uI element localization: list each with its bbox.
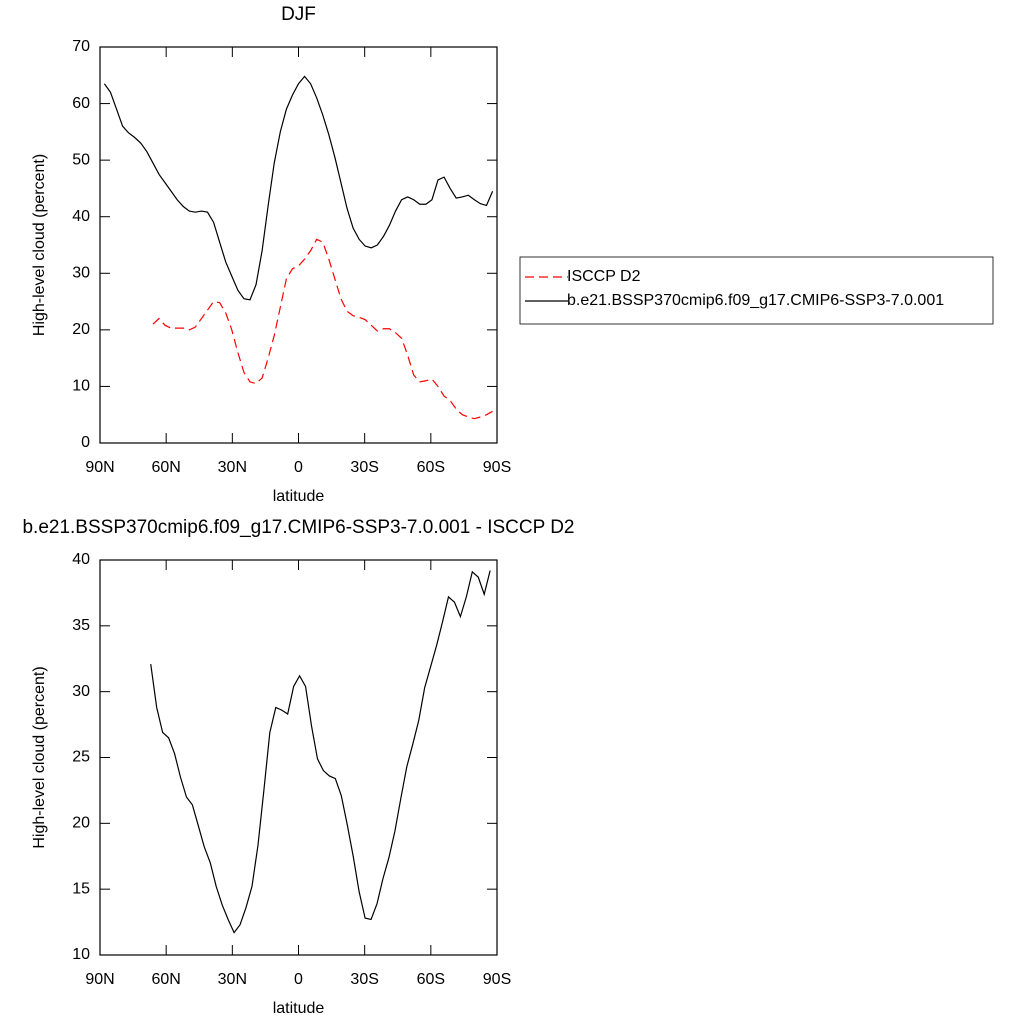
chart-title: b.e21.BSSP370cmip6.f09_g17.CMIP6-SSP3-7.… (22, 517, 574, 538)
data-line (103, 75, 494, 301)
x-axis-label: latitude (273, 488, 325, 505)
x-tick-label: 60S (417, 971, 445, 988)
x-axis-label: latitude (273, 1000, 325, 1017)
legend-frame (519, 256, 994, 325)
y-axis-label: High-level cloud (percent) (31, 666, 48, 848)
y-tick-label: 20 (72, 321, 90, 338)
x-tick-label: 60N (151, 971, 180, 988)
x-tick-label: 0 (294, 971, 303, 988)
plot-frame (99, 559, 498, 956)
x-tick-label: 30S (350, 971, 378, 988)
y-tick-label: 20 (72, 815, 90, 832)
chart-title: DJF (281, 4, 316, 25)
y-tick-label: 50 (72, 151, 90, 168)
y-tick-label: 15 (72, 880, 90, 897)
x-tick-label: 90N (85, 971, 114, 988)
y-tick-label: 30 (72, 683, 90, 700)
y-axis-label: High-level cloud (percent) (31, 154, 48, 336)
x-tick-label: 90S (483, 459, 511, 476)
x-tick-label: 90S (483, 971, 511, 988)
y-tick-label: 0 (81, 434, 90, 451)
y-tick-label: 60 (72, 95, 90, 112)
x-tick-label: 60S (417, 459, 445, 476)
legend-label: ISCCP D2 (567, 268, 641, 285)
y-tick-label: 70 (72, 38, 90, 55)
data-line (150, 570, 491, 934)
y-tick-label: 10 (72, 946, 90, 963)
x-tick-label: 30N (218, 459, 247, 476)
y-tick-label: 10 (72, 378, 90, 395)
x-tick-label: 0 (294, 459, 303, 476)
x-tick-label: 60N (151, 459, 180, 476)
y-tick-label: 40 (72, 551, 90, 568)
plot-frame (99, 46, 498, 444)
data-line (152, 238, 493, 420)
y-tick-label: 35 (72, 617, 90, 634)
legend-label: b.e21.BSSP370cmip6.f09_g17.CMIP6-SSP3-7.… (567, 292, 944, 309)
y-tick-label: 25 (72, 749, 90, 766)
x-tick-label: 30N (218, 971, 247, 988)
x-tick-label: 90N (85, 459, 114, 476)
x-tick-label: 30S (350, 459, 378, 476)
y-tick-label: 30 (72, 265, 90, 282)
y-tick-label: 40 (72, 208, 90, 225)
legend: ISCCP D2 b.e21.BSSP370cmip6.f09_g17.CMIP6… (519, 256, 994, 325)
